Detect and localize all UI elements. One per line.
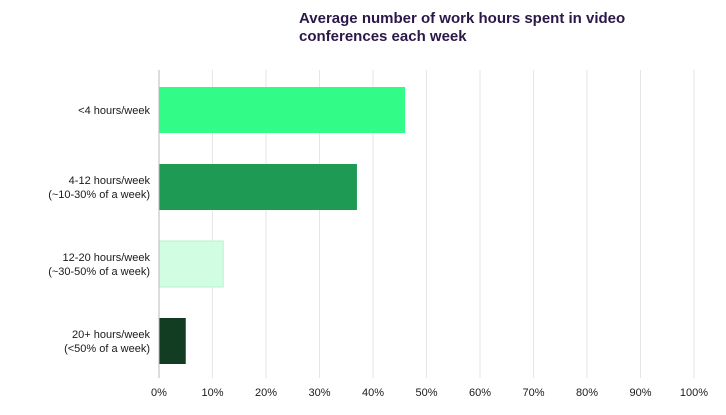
category-label: 20+ hours/week (<50% of a week): [64, 329, 150, 355]
bar: [159, 87, 406, 133]
x-tick-label: 70%: [522, 387, 544, 399]
x-tick-label: 40%: [362, 387, 384, 399]
bar: [159, 318, 186, 364]
category-label: 4-12 hours/week (~10-30% of a week): [48, 175, 150, 201]
x-tick-label: 90%: [629, 387, 651, 399]
bar: [158, 240, 224, 288]
x-tick-label: 50%: [415, 387, 437, 399]
x-tick-label: 0%: [151, 387, 167, 399]
x-tick-label: 80%: [576, 387, 598, 399]
chart-title: Average number of work hours spent in vi…: [299, 10, 626, 45]
category-label-line: 12-20 hours/week: [63, 252, 151, 264]
x-tick-label: 20%: [255, 387, 277, 399]
bar: [159, 164, 357, 210]
x-tick-label: 60%: [469, 387, 491, 399]
category-labels: <4 hours/week 4-12 hours/week (~10-30% of …: [48, 105, 150, 355]
category-label-line: 20+ hours/week: [72, 329, 150, 341]
bars: [158, 87, 406, 364]
x-tick-label: 10%: [201, 387, 223, 399]
x-tick-label: 30%: [308, 387, 330, 399]
category-label-line: (<50% of a week): [64, 343, 150, 355]
category-label: 12-20 hours/week (~30-50% of a week): [48, 252, 150, 278]
category-label-line: (~10-30% of a week): [48, 189, 150, 201]
category-label: <4 hours/week: [78, 105, 150, 117]
x-axis-ticks: 0% 10% 20% 30% 40% 50% 60% 70% 80% 90% 100%: [151, 387, 708, 399]
x-tick-label: 100%: [680, 387, 708, 399]
category-label-line: <4 hours/week: [78, 105, 150, 117]
category-label-line: 4-12 hours/week: [69, 175, 151, 187]
category-label-line: (~30-50% of a week): [48, 266, 150, 278]
